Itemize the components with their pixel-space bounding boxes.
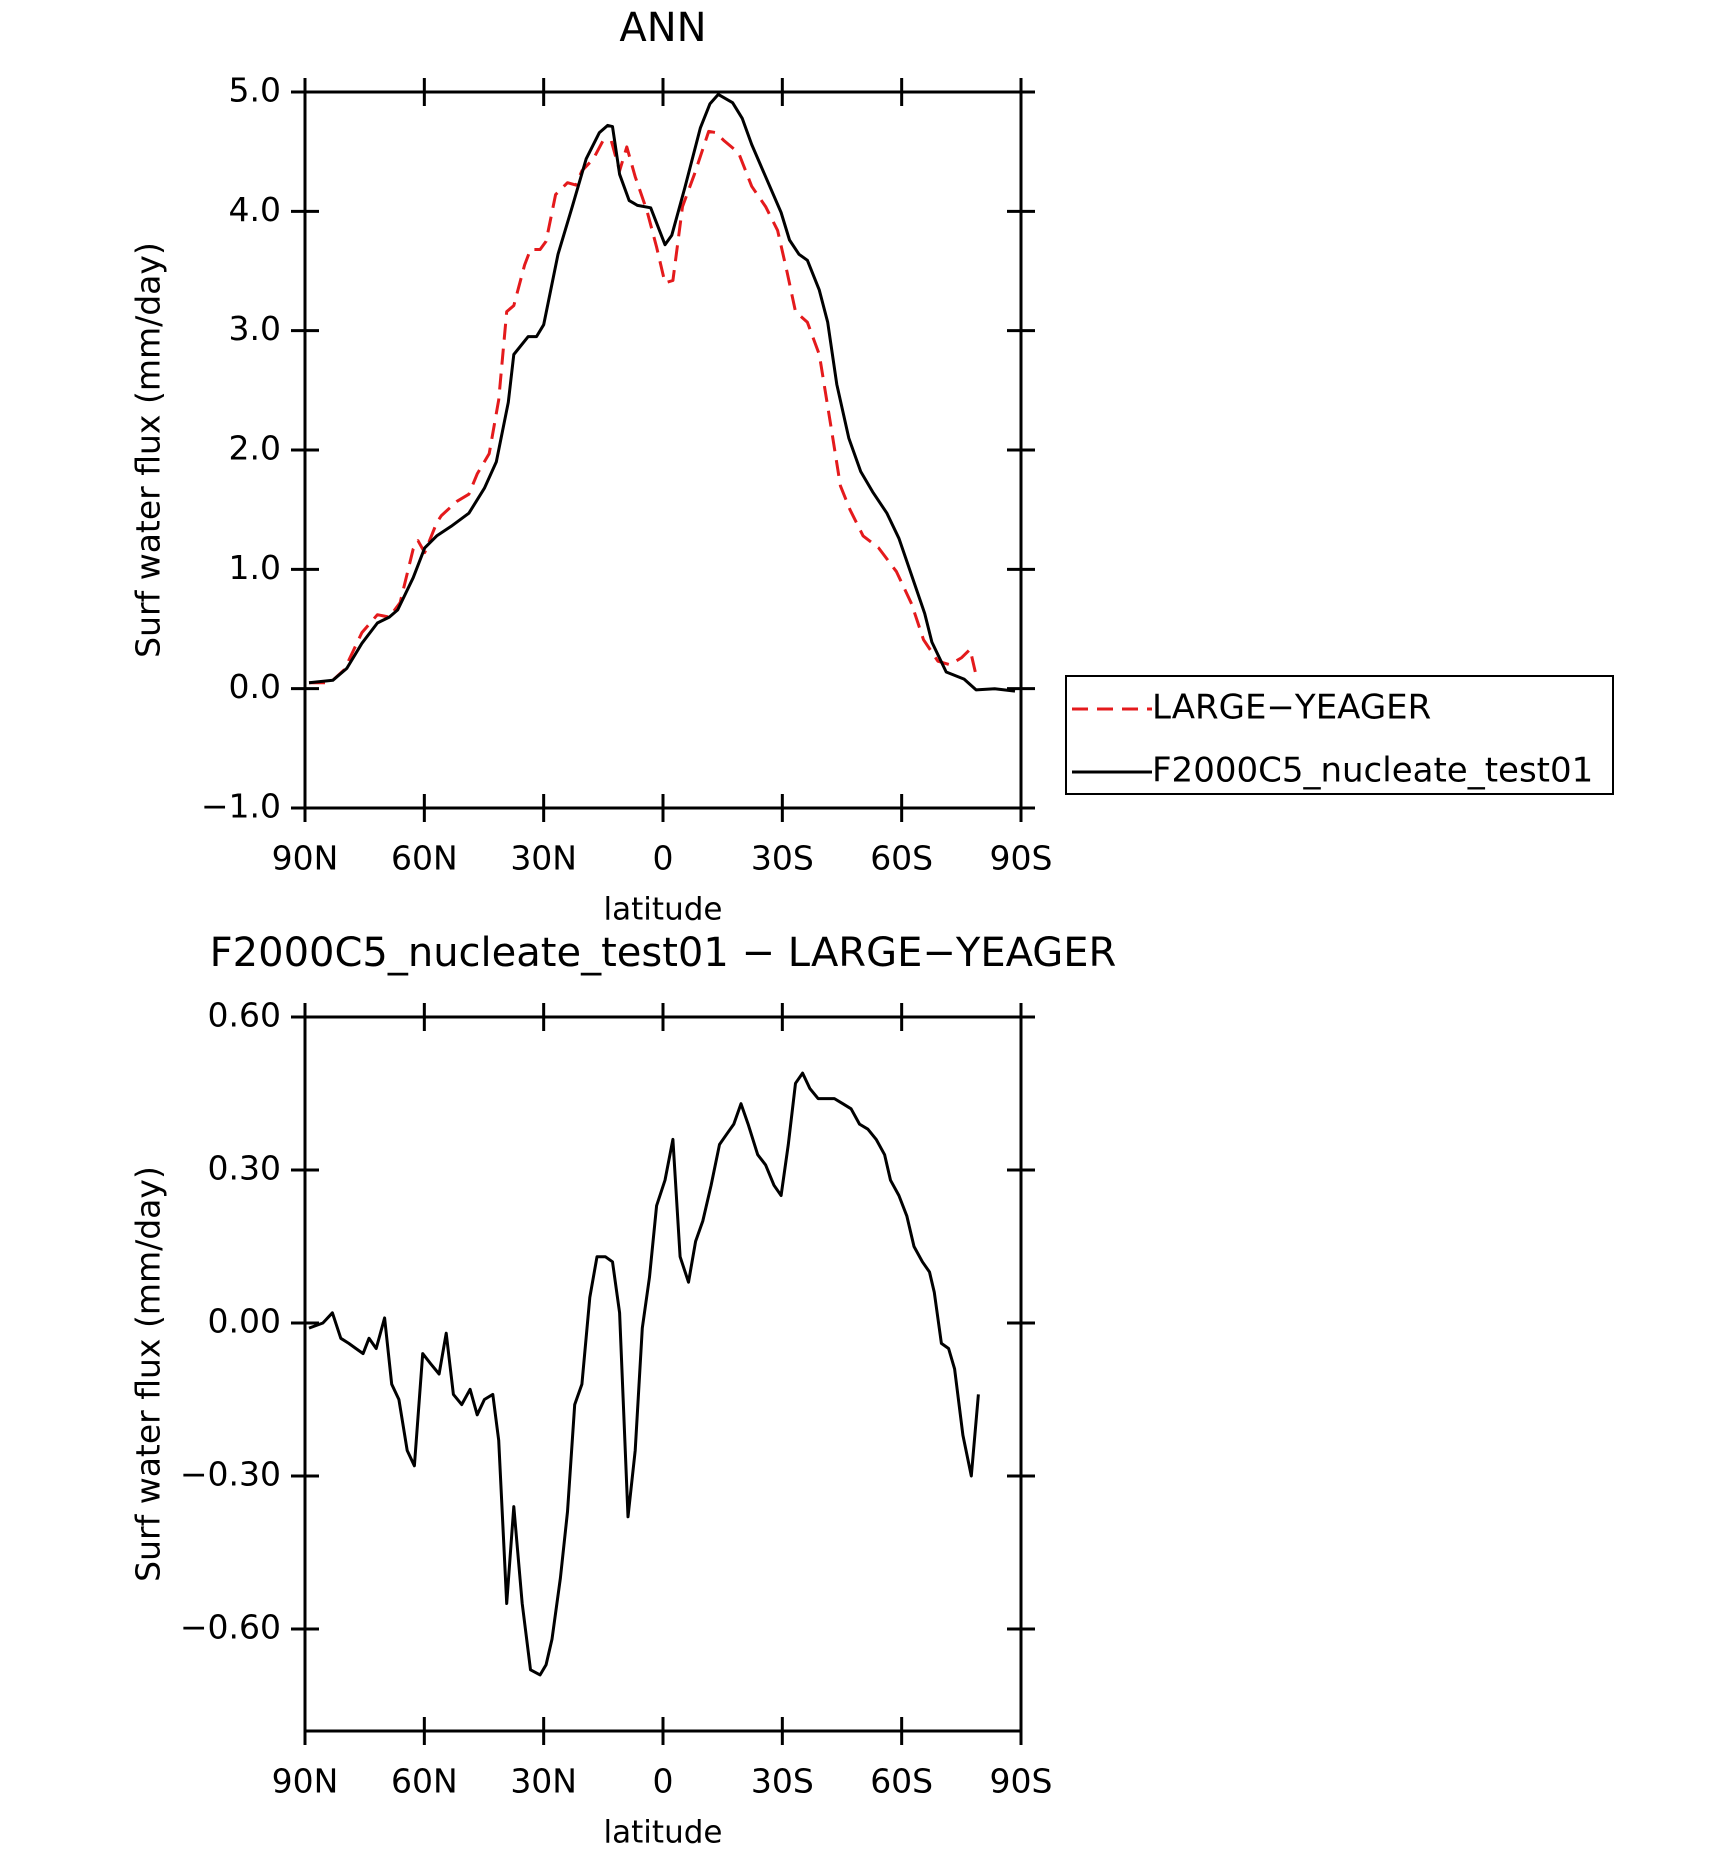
y-tick-label: −0.30 bbox=[180, 1455, 281, 1494]
data-line bbox=[308, 1071, 980, 1677]
x-tick-label: 30S bbox=[751, 839, 814, 878]
x-tick-label: 90S bbox=[990, 1762, 1053, 1801]
x-tick-label: 90N bbox=[272, 1762, 339, 1801]
y-axis-label: Surf water flux (mm/day) bbox=[129, 242, 168, 658]
chart-title: F2000C5_nucleate_test01 − LARGE−YEAGER bbox=[210, 930, 1117, 976]
data-line bbox=[309, 129, 978, 685]
x-tick-label: 60N bbox=[391, 839, 458, 878]
x-tick-label: 90N bbox=[272, 839, 339, 878]
plot-frame bbox=[303, 90, 1023, 810]
y-tick-label: 0.00 bbox=[208, 1302, 281, 1341]
x-axis-label: latitude bbox=[604, 892, 723, 928]
chart-title: ANN bbox=[619, 5, 706, 51]
y-tick-label: −1.0 bbox=[201, 787, 281, 826]
data-line bbox=[308, 92, 1016, 693]
legend-label: LARGE−YEAGER bbox=[1152, 688, 1431, 728]
plot-frame bbox=[303, 1015, 1023, 1733]
y-tick-label: 3.0 bbox=[229, 309, 281, 348]
x-axis-label: latitude bbox=[604, 1815, 723, 1851]
y-axis-label: Surf water flux (mm/day) bbox=[129, 1166, 168, 1582]
x-tick-label: 30N bbox=[510, 1762, 577, 1801]
y-tick-label: 0.60 bbox=[208, 996, 281, 1035]
y-tick-label: 5.0 bbox=[229, 71, 281, 110]
x-tick-label: 60S bbox=[870, 1762, 933, 1801]
x-tick-label: 0 bbox=[653, 1762, 674, 1801]
y-tick-label: 1.0 bbox=[229, 548, 281, 587]
legend-box bbox=[1065, 675, 1614, 795]
x-tick-label: 0 bbox=[653, 839, 674, 878]
x-tick-label: 30S bbox=[751, 1762, 814, 1801]
y-tick-label: 0.0 bbox=[229, 667, 281, 706]
legend-label: F2000C5_nucleate_test01 bbox=[1152, 751, 1593, 791]
x-tick-label: 60N bbox=[391, 1762, 458, 1801]
y-tick-label: 0.30 bbox=[208, 1149, 281, 1188]
x-tick-label: 90S bbox=[990, 839, 1053, 878]
x-tick-label: 60S bbox=[870, 839, 933, 878]
y-tick-label: 4.0 bbox=[229, 190, 281, 229]
x-tick-label: 30N bbox=[510, 839, 577, 878]
y-tick-label: −0.60 bbox=[180, 1608, 281, 1647]
y-tick-label: 2.0 bbox=[229, 429, 281, 468]
